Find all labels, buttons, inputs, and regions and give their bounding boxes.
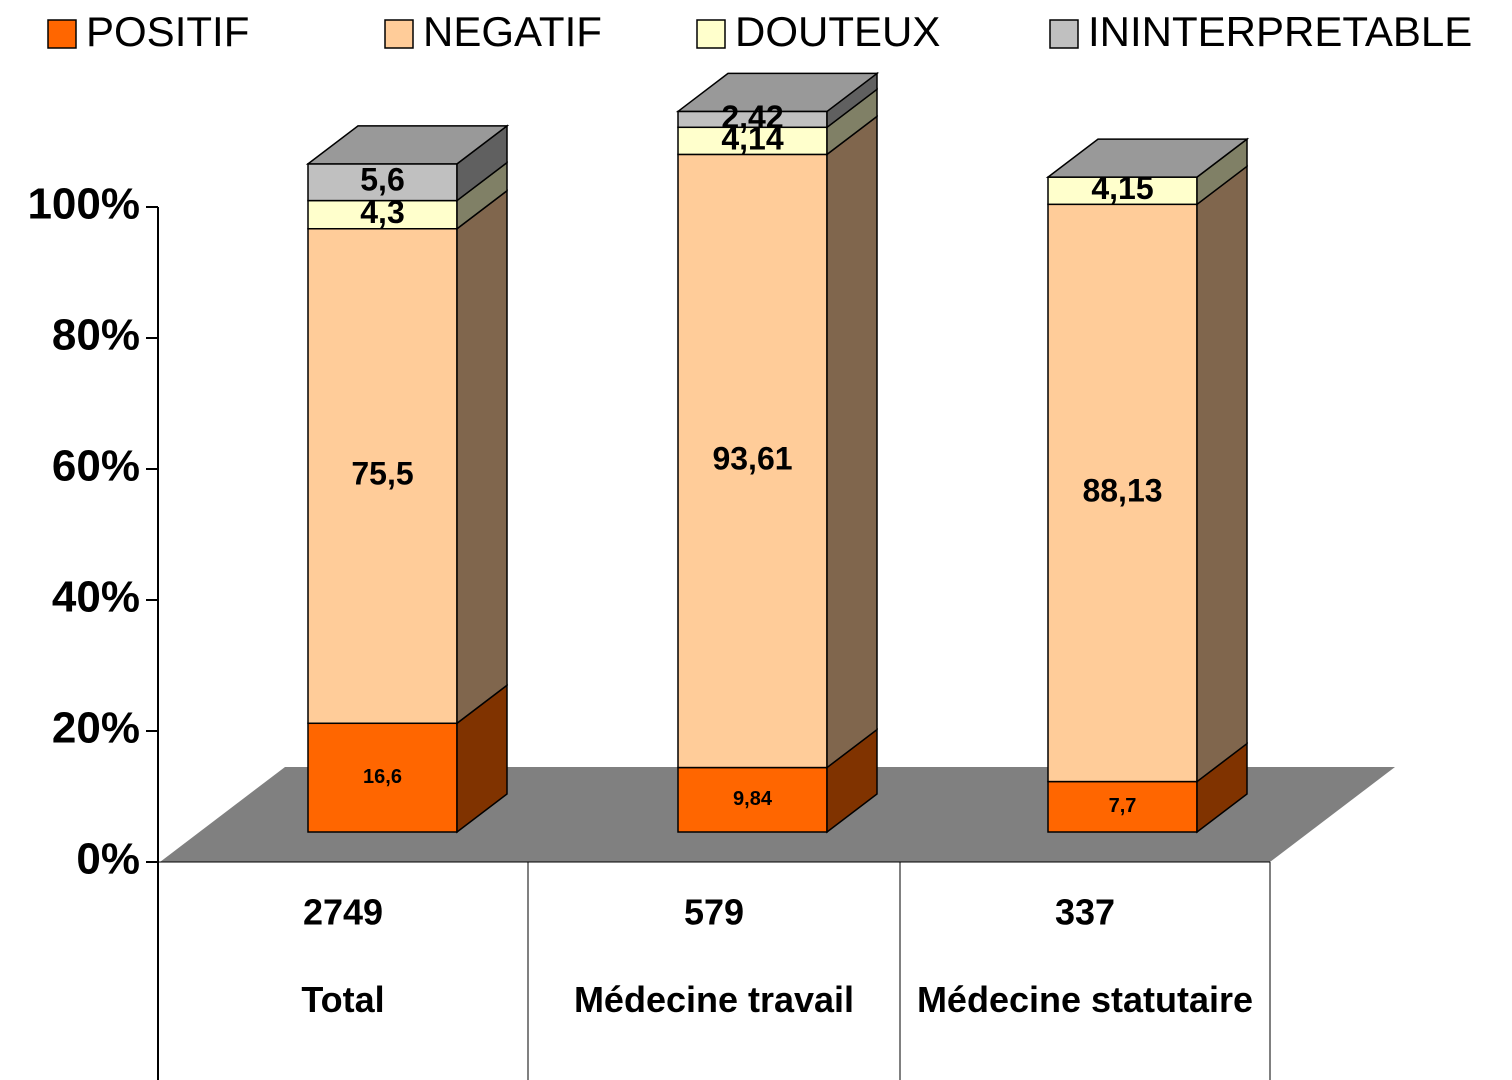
y-tick-label: 80%	[52, 311, 140, 360]
y-tick-label: 0%	[76, 835, 140, 884]
legend-label: POSITIF	[86, 8, 249, 55]
legend-label: DOUTEUX	[735, 8, 940, 55]
category-cell: Médecine statutaire	[916, 979, 1254, 1020]
data-label: 4,14	[721, 120, 783, 156]
bar-segment	[307, 227, 458, 725]
data-label: 88,13	[1082, 472, 1162, 508]
y-tick-label: 40%	[52, 573, 140, 622]
bar-side	[826, 114, 878, 770]
y-tick-label: 60%	[52, 442, 140, 491]
legend-label: NEGATIF	[423, 8, 602, 55]
data-label: 7,7	[1109, 795, 1137, 817]
y-tick-label: 20%	[52, 704, 140, 753]
data-label: 9,84	[733, 788, 773, 810]
bar-segment	[307, 163, 458, 202]
category-label: Médecine travail	[573, 979, 855, 1020]
bar-segment	[307, 722, 458, 833]
data-label: 4,15	[1091, 170, 1153, 206]
bar-side	[1196, 164, 1248, 784]
bar-top	[1045, 138, 1250, 178]
category-cell: Total	[301, 979, 385, 1020]
legend-swatch	[384, 19, 414, 49]
bar-segment	[677, 766, 828, 833]
bar-top	[305, 125, 510, 165]
category-label: Total	[301, 979, 385, 1020]
y-tick-label: 100%	[27, 180, 140, 229]
legend-label: ININTERPRETABLE	[1088, 8, 1472, 55]
legend-swatch	[696, 19, 726, 49]
count-label: 579	[684, 892, 744, 933]
bar-side	[456, 189, 508, 725]
legend-swatch	[47, 19, 77, 49]
category-label: Médecine statutaire	[916, 979, 1254, 1020]
data-label: 2,42	[721, 99, 783, 135]
data-label: 16,6	[363, 766, 402, 788]
category-cell: Médecine travail	[573, 979, 855, 1020]
data-label: 93,61	[712, 440, 792, 476]
count-label: 2749	[303, 892, 383, 933]
bar-segment	[307, 199, 458, 230]
bar-segment	[1047, 780, 1198, 833]
bar-top	[675, 72, 880, 113]
bar-segment	[1047, 203, 1198, 783]
bar-segment	[1047, 176, 1198, 206]
legend-swatch	[1049, 19, 1079, 49]
data-label: 4,3	[360, 194, 404, 230]
data-label: 5,6	[360, 162, 404, 198]
count-label: 337	[1055, 892, 1115, 933]
bar-segment	[677, 153, 828, 769]
data-label: 75,5	[351, 455, 413, 491]
